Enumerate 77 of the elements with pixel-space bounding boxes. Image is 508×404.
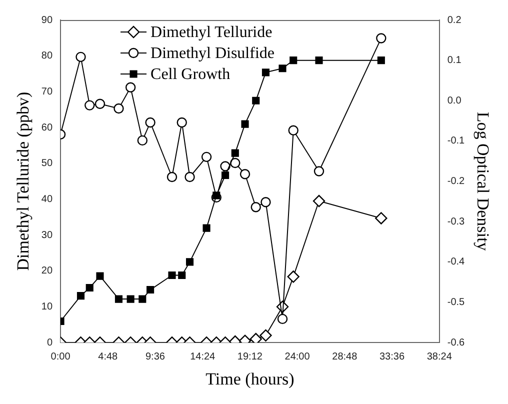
x-tick-label: 38:24 xyxy=(426,351,452,362)
y2-tick-label: 0.2 xyxy=(447,14,462,26)
point xyxy=(290,56,298,64)
point xyxy=(312,194,326,208)
point xyxy=(114,295,123,303)
point xyxy=(376,33,386,44)
legend-label: Dimethyl Disulfide xyxy=(150,45,275,62)
point xyxy=(278,64,286,72)
point xyxy=(168,271,176,280)
y-tick-label: 0 xyxy=(46,337,53,348)
y-tick-label: 40 xyxy=(41,194,53,205)
point xyxy=(220,161,230,172)
point xyxy=(186,258,194,266)
point xyxy=(250,332,262,343)
point xyxy=(260,196,271,208)
y2-tick-label: -0.1 xyxy=(447,136,466,147)
point xyxy=(126,295,134,303)
x-tick-label: 33:36 xyxy=(379,351,405,362)
x-tick-label: 14:24 xyxy=(190,351,216,362)
y-tick-label: 50 xyxy=(41,158,53,170)
point xyxy=(288,125,298,136)
y2-tick-label: -0.4 xyxy=(447,256,466,268)
legend-label: Dimethyl Telluride xyxy=(150,24,272,42)
point xyxy=(252,96,260,104)
y-tick-label: 30 xyxy=(41,230,53,241)
point xyxy=(76,292,85,300)
y2-tick-label: -0.3 xyxy=(447,216,466,228)
y-tick-label: 90 xyxy=(41,14,53,26)
point xyxy=(176,117,187,128)
x-axis-title: Time (hours) xyxy=(206,369,294,388)
point xyxy=(240,169,250,180)
legend-label: Cell Growth xyxy=(150,66,230,84)
x-tick-label: 28:48 xyxy=(332,351,358,362)
x-tick-label: 19:12 xyxy=(237,351,263,362)
y2-tick-label: -0.5 xyxy=(447,297,466,308)
point xyxy=(212,192,220,200)
point xyxy=(222,171,230,180)
point xyxy=(377,56,385,64)
y-tick-label: 70 xyxy=(41,86,53,98)
y-axis-title: Dimethyl Telluride (ppbv) xyxy=(14,92,33,271)
x-tick-label: 9:36 xyxy=(146,351,166,362)
point xyxy=(166,172,178,182)
y2-tick-label: 0.1 xyxy=(447,55,462,66)
point xyxy=(315,56,323,64)
y-tick-label: 60 xyxy=(41,122,53,134)
point xyxy=(96,272,104,280)
point xyxy=(178,271,186,280)
x-tick-label: 0:00 xyxy=(50,351,71,362)
point xyxy=(202,224,210,232)
point xyxy=(76,52,86,62)
point xyxy=(230,158,240,168)
point xyxy=(137,135,148,146)
point xyxy=(114,103,124,114)
point xyxy=(138,295,146,303)
x-tick-label: 4:48 xyxy=(98,351,118,362)
point xyxy=(146,286,154,294)
point xyxy=(184,172,195,182)
point xyxy=(241,120,249,128)
point xyxy=(86,284,94,292)
point xyxy=(314,166,324,176)
x-tick-label: 24:00 xyxy=(284,351,310,362)
y2-tick-label: -0.2 xyxy=(447,176,466,188)
point xyxy=(94,98,106,109)
point xyxy=(201,152,212,162)
point xyxy=(84,100,95,110)
y2-axis-title: Log Optical Density xyxy=(473,112,492,252)
point xyxy=(125,82,136,92)
point xyxy=(262,68,270,76)
y2-tick-label: 0.0 xyxy=(447,95,462,106)
y-tick-label: 20 xyxy=(41,266,53,277)
point xyxy=(231,149,239,157)
y2-tick-label: -0.6 xyxy=(447,337,466,348)
y-tick-label: 10 xyxy=(41,302,53,313)
point xyxy=(250,202,261,212)
y-tick-label: 80 xyxy=(41,50,53,62)
point xyxy=(145,117,156,128)
point xyxy=(375,212,388,224)
